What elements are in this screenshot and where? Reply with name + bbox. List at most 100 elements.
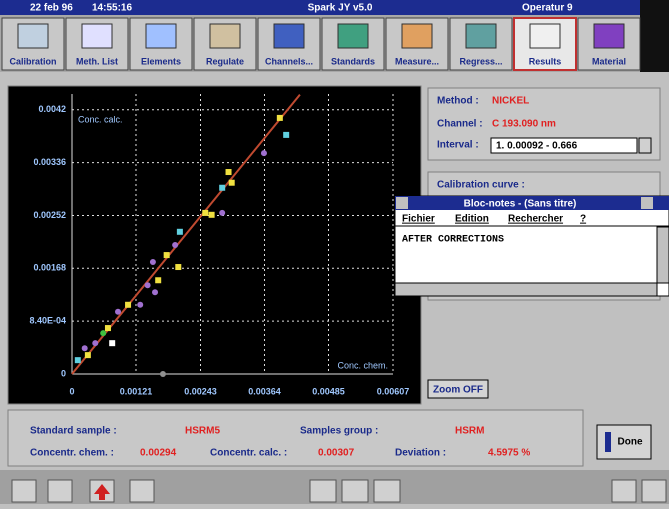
data-point (105, 325, 111, 331)
menu-item[interactable]: Rechercher (508, 214, 563, 225)
toolbar-icon (274, 24, 304, 48)
deviation-value: 4.5975 % (488, 448, 530, 459)
menu-item[interactable]: ? (580, 214, 586, 225)
exit-icon[interactable] (642, 480, 666, 502)
data-point (172, 242, 178, 248)
notepad-hscroll[interactable] (395, 283, 657, 296)
x-tick-label: 0.00364 (248, 386, 281, 396)
toolbar-label: Results (529, 56, 562, 66)
x-tick-label: 0.00243 (184, 386, 217, 396)
data-point (145, 282, 151, 288)
y-tick-label: 0.00252 (33, 210, 66, 220)
done-icon (605, 432, 611, 452)
data-point (115, 309, 121, 315)
help-icon[interactable] (12, 480, 36, 502)
toolbar-icon (210, 24, 240, 48)
data-point (137, 302, 143, 308)
chem-value: 0.00294 (140, 448, 177, 459)
x-tick-label: 0.00485 (312, 386, 345, 396)
channel-value: C 193.090 nm (492, 119, 556, 130)
app-title: Spark JY v5.0 (308, 3, 373, 14)
notepad-system-menu[interactable] (396, 197, 408, 209)
y-tick-label: 0.0042 (38, 104, 66, 114)
group-value: HSRM (455, 426, 484, 437)
y-axis-title: Conc. calc. (78, 114, 123, 124)
toolbar-label: Material (592, 56, 626, 66)
data-point (226, 169, 232, 175)
group-label: Samples group : (300, 426, 378, 437)
screen: 22 feb 96 14:55:16 Spark JY v5.0 Operatu… (0, 0, 669, 504)
notepad-vscroll[interactable] (657, 227, 669, 283)
toolbar-label: Standards (331, 56, 375, 66)
zoom-label: Zoom OFF (433, 385, 483, 396)
data-point (177, 229, 183, 235)
toolbar-icon (402, 24, 432, 48)
std-sample-label: Standard sample : (30, 426, 117, 437)
data-point (152, 289, 158, 295)
notepad-text: AFTER CORRECTIONS (402, 235, 504, 246)
menu-item[interactable]: Fichier (402, 214, 435, 225)
toolbar-icon (146, 24, 176, 48)
data-point (283, 132, 289, 138)
toolbar-label: Calibration (9, 56, 56, 66)
interval-spin[interactable] (639, 138, 651, 153)
y-tick-label: 0.00168 (33, 263, 66, 273)
data-point (85, 352, 91, 358)
data-point (125, 302, 131, 308)
toolbar-label: Channels... (265, 56, 313, 66)
y-tick-label: 0.00336 (33, 157, 66, 167)
toolbar-label: Measure... (395, 56, 439, 66)
notes-icon[interactable] (310, 480, 336, 502)
menu-item[interactable]: Edition (455, 214, 489, 225)
toolbar-label: Elements (141, 56, 181, 66)
y-tick-label: 0 (61, 368, 66, 378)
deviation-label: Deviation : (395, 448, 446, 459)
data-point (150, 259, 156, 265)
notepad-window (395, 196, 669, 296)
data-point (209, 212, 215, 218)
x-tick-label: 0.00607 (377, 386, 410, 396)
toolbar-icon (594, 24, 624, 48)
data-point (100, 330, 106, 336)
data-point (202, 210, 208, 216)
data-point (82, 345, 88, 351)
y-tick-label: 8.40E-04 (29, 316, 66, 326)
chart-panel (8, 86, 421, 404)
notepad-title: Bloc-notes - (Sans titre) (464, 199, 577, 210)
interval-label: Interval : (437, 140, 479, 151)
data-point (277, 115, 283, 121)
interval-value: 1. 0.00092 - 0.666 (496, 141, 578, 152)
time: 14:55:16 (92, 3, 132, 14)
chem-label: Concentr. chem. : (30, 448, 114, 459)
data-point (261, 150, 267, 156)
method-label: Method : (437, 96, 479, 107)
toolbar-label: Regulate (206, 56, 244, 66)
settings-icon[interactable] (612, 480, 636, 502)
curve-label: Calibration curve : (437, 180, 525, 191)
table-icon[interactable] (374, 480, 400, 502)
data-point (219, 210, 225, 216)
calc-icon[interactable] (342, 480, 368, 502)
data-point (219, 185, 225, 191)
toolbar-label: Meth. List (76, 56, 118, 66)
std-sample-value: HSRM5 (185, 426, 220, 437)
channel-label: Channel : (437, 119, 483, 130)
toolbar-icon (466, 24, 496, 48)
data-point (155, 277, 161, 283)
operator: Operatur 9 (522, 3, 573, 14)
tool-icon[interactable] (130, 480, 154, 502)
date: 22 feb 96 (30, 3, 73, 14)
notepad-minimize[interactable] (641, 197, 653, 209)
data-point (160, 371, 166, 377)
data-point (175, 264, 181, 270)
toolbar-icon (530, 24, 560, 48)
data-point (75, 357, 81, 363)
x-tick-label: 0.00121 (120, 386, 153, 396)
calc-value: 0.00307 (318, 448, 355, 459)
toolbar-icon (338, 24, 368, 48)
data-point (109, 340, 115, 346)
toolbar-icon (82, 24, 112, 48)
x-axis-title: Conc. chem. (337, 360, 388, 370)
print-icon[interactable] (48, 480, 72, 502)
data-point (92, 340, 98, 346)
